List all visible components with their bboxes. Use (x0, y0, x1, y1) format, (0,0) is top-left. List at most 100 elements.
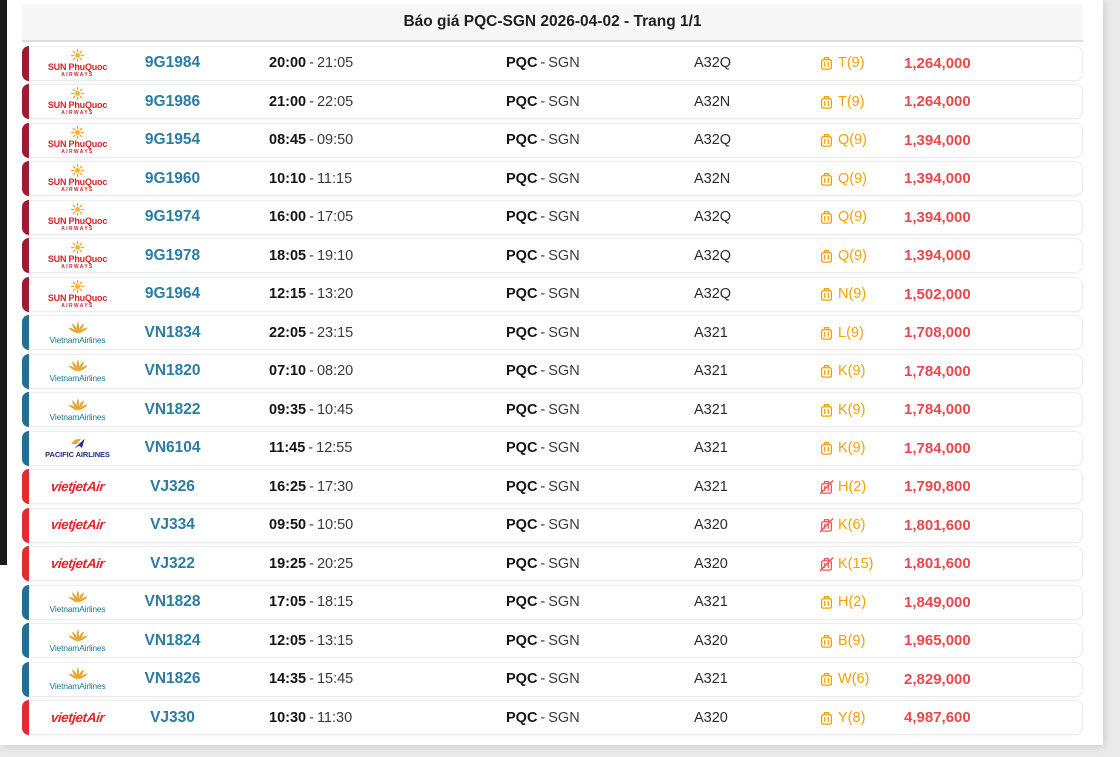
departure-time: 12:05 (269, 632, 307, 649)
route-origin: PQC (506, 247, 538, 264)
flight-number: 9G1954 (144, 131, 201, 148)
route-origin: PQC (506, 632, 538, 649)
flight-number: VN1820 (144, 362, 201, 379)
route-destination: SGN (548, 594, 580, 610)
departure-time: 10:30 (269, 709, 307, 726)
lotus-icon (67, 667, 88, 680)
route: PQC - SGN (470, 209, 658, 225)
flight-row[interactable]: SUN PhuQuoc AIRWAYS VietnamAirlines (22, 238, 1083, 273)
flight-row[interactable]: SUN PhuQuoc AIRWAYS VietnamAirlines (22, 199, 1083, 235)
route-origin: PQC (506, 440, 538, 456)
arrival-time: 13:20 (316, 286, 354, 302)
fare-cell: B(9) (783, 633, 888, 649)
aircraft-type: A320 (694, 709, 728, 726)
flight-row[interactable]: SUN PhuQuoc AIRWAYS VietnamAirlines (22, 469, 1083, 504)
paper-plane-icon (70, 438, 85, 449)
aircraft-type: A32N (694, 93, 731, 110)
airline-accent-bar (22, 84, 29, 119)
vietjet-logo: vietjet Air (50, 710, 105, 725)
flight-number: 9G1986 (144, 92, 201, 110)
time-separator: - (308, 440, 314, 456)
route: PQC - SGN (470, 286, 658, 302)
airline-name: vietjet (49, 478, 87, 494)
fare-class: K(9) (838, 363, 866, 379)
route-destination: SGN (548, 709, 580, 726)
route: PQC - SGN (470, 710, 658, 726)
airline-logo-cell: SUN PhuQuoc AIRWAYS VietnamAirlines (30, 628, 125, 653)
lotus-icon (67, 628, 88, 642)
fare-cell: K(9) (783, 402, 888, 418)
airline-logo-cell: SUN PhuQuoc AIRWAYS VietnamAirlines (30, 710, 125, 725)
fare-cell: T(9) (783, 55, 888, 71)
flight-number: VJ330 (150, 708, 195, 726)
route: PQC - SGN (470, 556, 658, 572)
flight-row[interactable]: SUN PhuQuoc AIRWAYS VietnamAirlines (22, 315, 1083, 350)
airline-subname: AIRWAYS (61, 110, 94, 116)
time-separator: - (309, 132, 314, 148)
airline-name-suffix: Air (86, 555, 106, 571)
sun-phu-quoc-logo: SUN PhuQuoc AIRWAYS (48, 279, 107, 309)
fare-class: Q(9) (838, 170, 867, 187)
flight-row[interactable]: SUN PhuQuoc AIRWAYS VietnamAirlines (22, 507, 1083, 543)
flight-row[interactable]: SUN PhuQuoc AIRWAYS VietnamAirlines (22, 546, 1083, 581)
airline-name: vietjet (49, 517, 87, 533)
flight-row[interactable]: SUN PhuQuoc AIRWAYS VietnamAirlines (22, 700, 1083, 735)
route-destination: SGN (548, 209, 580, 225)
route-separator: - (540, 517, 546, 533)
airline-logo-cell: SUN PhuQuoc AIRWAYS VietnamAirlines (30, 667, 125, 691)
flight-row[interactable]: SUN PhuQuoc AIRWAYS VietnamAirlines (22, 584, 1083, 620)
flight-times: 11:45-12:55 (220, 440, 470, 456)
airline-accent-bar (22, 584, 29, 620)
aircraft-type: A321 (694, 594, 728, 610)
fare-class: K(9) (838, 440, 866, 456)
fare-cell: W(6) (783, 671, 888, 687)
route-destination: SGN (548, 478, 580, 495)
time-separator: - (309, 55, 314, 71)
airline-name: VietnamAirlines (49, 411, 106, 422)
sun-phu-quoc-logo: SUN PhuQuoc AIRWAYS (48, 87, 107, 116)
price: 1,394,000 (904, 208, 971, 226)
flight-row[interactable]: SUN PhuQuoc AIRWAYS VietnamAirlines (22, 161, 1083, 196)
time-separator: - (309, 363, 314, 379)
airline-subname: AIRWAYS (61, 71, 94, 78)
flight-row[interactable]: SUN PhuQuoc AIRWAYS VietnamAirlines (22, 45, 1083, 81)
baggage-icon (820, 326, 833, 340)
time-separator: - (309, 709, 314, 726)
flight-row[interactable]: SUN PhuQuoc AIRWAYS VietnamAirlines (22, 122, 1083, 158)
flight-row[interactable]: SUN PhuQuoc AIRWAYS VietnamAirlines (22, 84, 1083, 119)
airline-name: vietjet (49, 555, 87, 571)
flight-row[interactable]: SUN PhuQuoc AIRWAYS VietnamAirlines (22, 623, 1083, 658)
airline-name: VietnamAirlines (49, 373, 106, 384)
arrival-time: 12:55 (316, 440, 353, 456)
airline-subname: AIRWAYS (61, 148, 94, 155)
route: PQC - SGN (470, 440, 658, 456)
departure-time: 14:35 (269, 671, 307, 687)
price: 1,784,000 (904, 362, 971, 380)
flight-times: 22:05-23:15 (220, 325, 470, 341)
flight-row[interactable]: SUN PhuQuoc AIRWAYS VietnamAirlines (22, 661, 1083, 697)
flight-number: VJ326 (150, 477, 195, 495)
sun-icon (71, 202, 84, 216)
baggage-icon (819, 517, 834, 533)
airline-logo-cell: SUN PhuQuoc AIRWAYS VietnamAirlines (30, 279, 125, 309)
route: PQC - SGN (470, 248, 658, 264)
flight-row[interactable]: SUN PhuQuoc AIRWAYS VietnamAirlines (22, 276, 1083, 312)
price: 1,394,000 (904, 170, 971, 187)
flight-row[interactable]: SUN PhuQuoc AIRWAYS VietnamAirlines (22, 392, 1083, 427)
fare-class: L(9) (838, 324, 864, 341)
airline-accent-bar (22, 161, 29, 196)
departure-time: 12:15 (269, 286, 307, 302)
departure-time: 22:05 (269, 324, 307, 341)
airline-name: SUN PhuQuoc (47, 215, 108, 226)
route-destination: SGN (548, 132, 580, 148)
route-origin: PQC (506, 671, 538, 687)
flight-row[interactable]: SUN PhuQuoc AIRWAYS VietnamAirlines (22, 353, 1083, 389)
baggage-icon (820, 673, 833, 686)
table-header: Báo giá PQC-SGN 2026-04-02 - Trang 1/1 (22, 4, 1083, 42)
flight-row[interactable]: SUN PhuQuoc AIRWAYS VietnamAirlines (22, 430, 1083, 466)
price: 1,708,000 (904, 324, 971, 341)
baggage-icon (820, 172, 833, 186)
sun-icon (71, 125, 84, 139)
arrival-time: 23:15 (316, 324, 354, 341)
route-origin: PQC (506, 401, 538, 418)
